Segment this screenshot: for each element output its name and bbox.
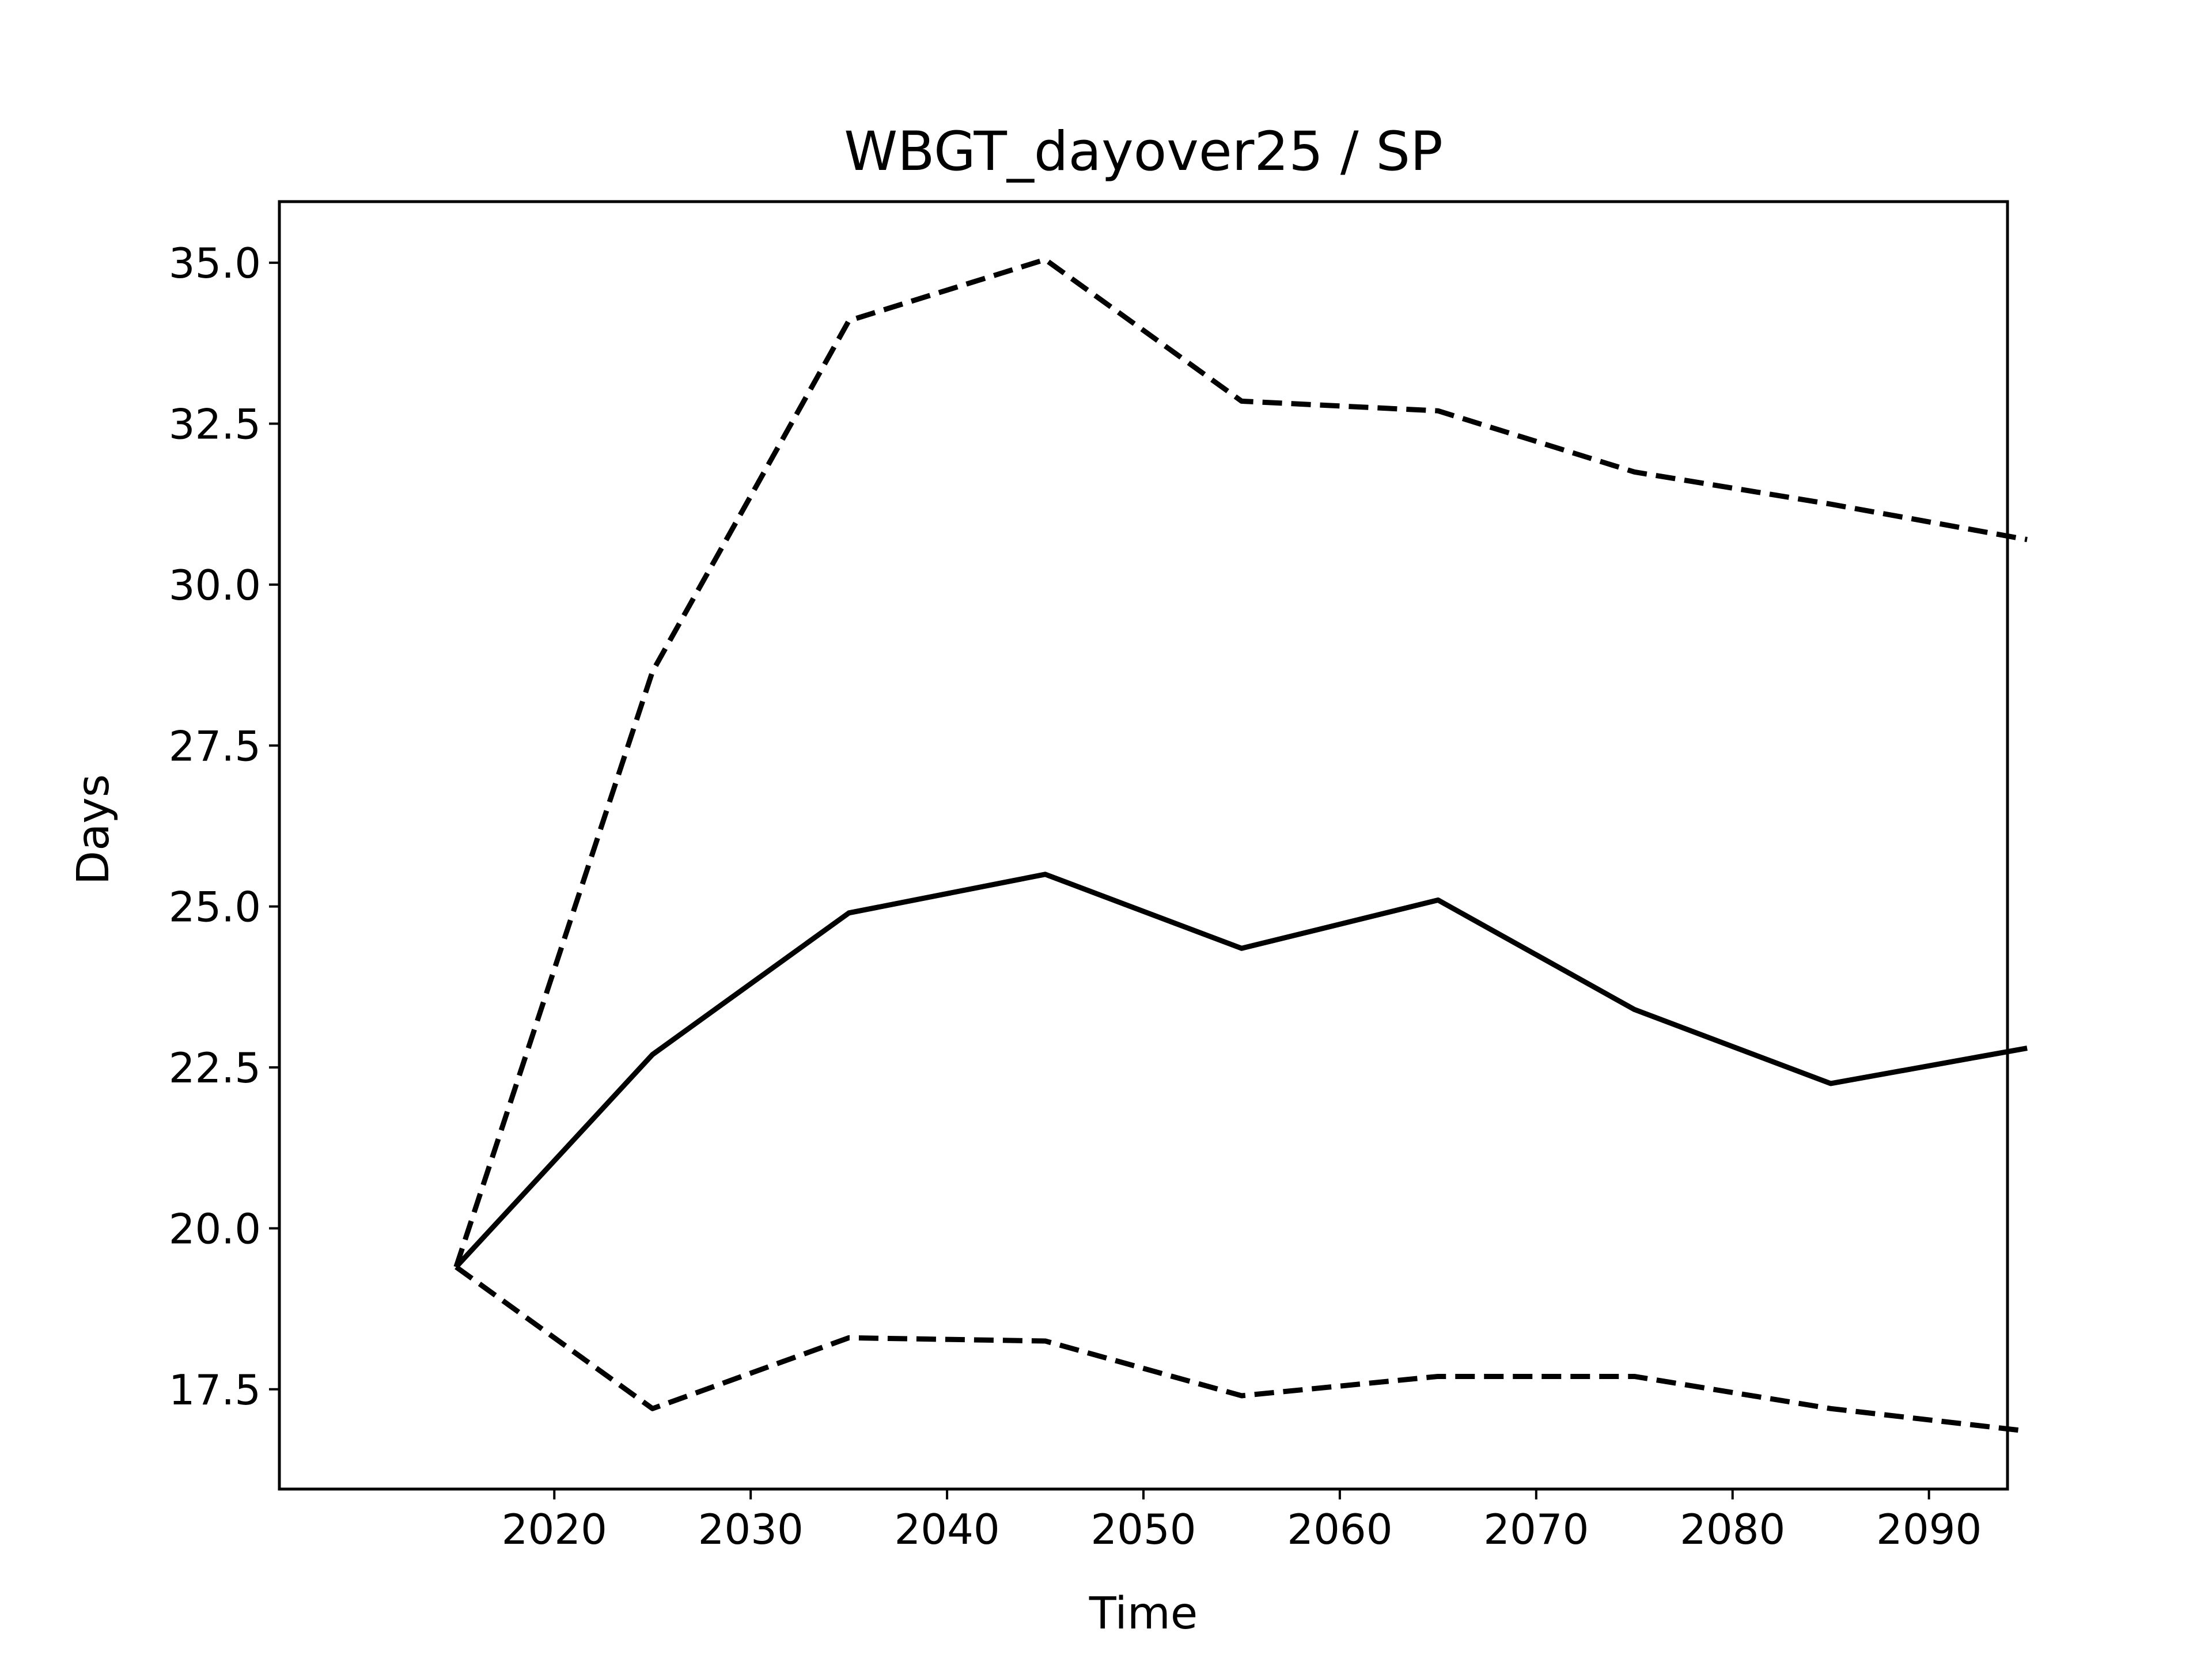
y-tick-label: 30.0 <box>169 561 261 609</box>
y-tick-label: 20.0 <box>169 1205 261 1253</box>
y-tick-label: 35.0 <box>169 239 261 287</box>
y-axis-label: Days <box>68 774 119 885</box>
lower-bound-series-line <box>454 1264 2028 1434</box>
x-axis-ticks: 2020 2030 2040 2050 2060 2070 2080 2090 <box>502 1489 1982 1554</box>
x-tick-label: 2050 <box>1090 1505 1196 1554</box>
y-axis-ticks: 17.5 20.0 22.5 25.0 27.5 30.0 32.5 35.0 <box>169 239 279 1414</box>
x-tick-label: 2060 <box>1287 1505 1392 1554</box>
x-tick-label: 2080 <box>1680 1505 1785 1554</box>
x-tick-label: 2070 <box>1483 1505 1589 1554</box>
chart-title: WBGT_dayover25 / SP <box>844 120 1443 183</box>
y-tick-label: 22.5 <box>169 1044 261 1092</box>
y-tick-label: 32.5 <box>169 400 261 449</box>
upper-bound-series-line <box>453 257 2028 1268</box>
plot-frame <box>278 200 2009 1491</box>
x-axis-label: Time <box>1089 1588 1198 1639</box>
series-layer <box>453 257 2028 1434</box>
mean-series-line <box>454 872 2028 1269</box>
y-tick-label: 25.0 <box>169 883 261 931</box>
x-tick-label: 2030 <box>698 1505 804 1554</box>
y-tick-label: 17.5 <box>169 1366 261 1414</box>
x-tick-label: 2020 <box>502 1505 607 1554</box>
y-tick-label: 27.5 <box>169 722 261 770</box>
x-tick-label: 2040 <box>894 1505 999 1554</box>
x-tick-label: 2090 <box>1876 1505 1982 1554</box>
